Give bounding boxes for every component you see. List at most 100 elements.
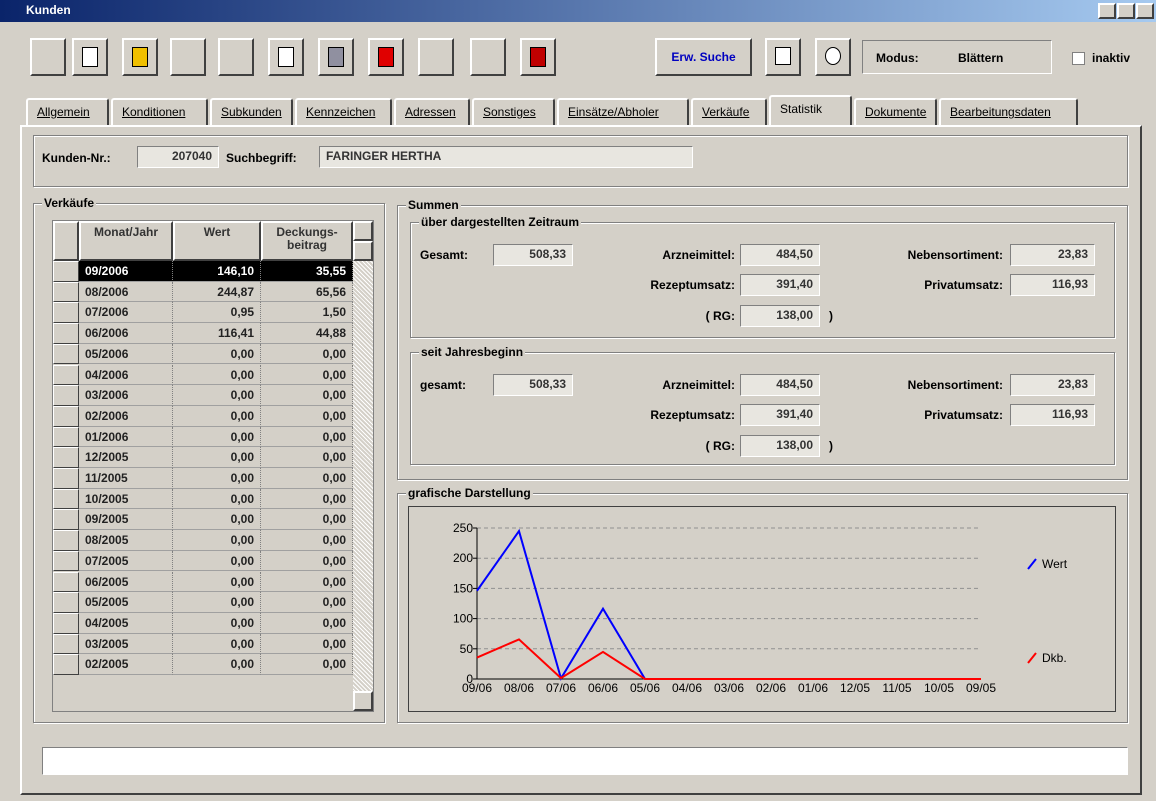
group-title: seit Jahresbeginn [419, 345, 526, 359]
group-title: über dargestellten Zeitraum [419, 215, 582, 229]
y-tick-label: 50 [460, 642, 474, 656]
label: Rezeptumsatz: [650, 408, 735, 422]
table-cell: 0,00 [261, 571, 353, 593]
group-title: Summen [406, 198, 461, 212]
tab-selected[interactable]: Statistik [769, 95, 852, 127]
table-cell: 0,00 [173, 550, 261, 572]
tab[interactable]: Sonstiges [472, 98, 555, 126]
value-field: 23,83 [1010, 244, 1095, 266]
table-cell: 0,00 [173, 530, 261, 551]
toolbar-button[interactable] [122, 38, 158, 76]
x-tick-label: 03/06 [714, 681, 744, 695]
row-indicator [53, 281, 79, 303]
search-button[interactable]: Erw. Suche [655, 38, 752, 76]
x-tick-label: 05/06 [630, 681, 660, 695]
table-cell: 07/2006 [79, 302, 173, 324]
row-indicator [53, 612, 79, 634]
icon [132, 47, 148, 67]
label: Arzneimittel: [662, 248, 735, 262]
toolbar-button[interactable] [470, 38, 506, 76]
scroll-up[interactable] [353, 221, 373, 241]
toolbar-button[interactable] [170, 38, 206, 76]
tab[interactable]: Subkunden [210, 98, 293, 126]
modus-box [862, 40, 1052, 74]
table-cell: 0,00 [261, 488, 353, 510]
row-indicator [53, 654, 79, 675]
scroll-thumb[interactable] [353, 241, 373, 261]
row-indicator [53, 261, 79, 282]
value-field: 391,40 [740, 404, 820, 426]
y-tick-label: 100 [453, 612, 473, 626]
toolbar-button[interactable] [815, 38, 851, 76]
toolbar-button[interactable] [318, 38, 354, 76]
row-indicator [53, 447, 79, 468]
label: Gesamt: [420, 248, 469, 262]
x-tick-label: 07/06 [546, 681, 576, 695]
kunde-group [33, 135, 1128, 187]
table-cell: 06/2005 [79, 571, 173, 593]
scroll-down[interactable] [353, 691, 373, 711]
table-cell: 0,95 [173, 302, 261, 324]
tab[interactable]: Verkäufe [691, 98, 767, 126]
toolbar-button[interactable] [72, 38, 108, 76]
row-indicator [53, 364, 79, 386]
table-cell: 0,00 [261, 447, 353, 468]
table-cell: 03/2006 [79, 385, 173, 406]
row-indicator [53, 571, 79, 593]
table-cell: 01/2006 [79, 426, 173, 448]
tab[interactable]: Adressen [394, 98, 470, 126]
table-cell: 0,00 [173, 612, 261, 634]
table-cell: 116,41 [173, 323, 261, 344]
x-tick-label: 01/06 [798, 681, 828, 695]
scrollbar [353, 221, 373, 711]
kunden-nr-label: Kunden-Nr.: [42, 151, 111, 165]
value-field: 484,50 [740, 374, 820, 396]
maximize-button[interactable] [1117, 3, 1135, 19]
legend-label: Wert [1042, 557, 1068, 571]
toolbar-button[interactable] [368, 38, 404, 76]
y-tick-label: 200 [453, 551, 473, 565]
row-indicator [53, 633, 79, 655]
series-line [476, 638, 981, 680]
minimize-button[interactable] [1098, 3, 1116, 19]
table-cell: 08/2005 [79, 530, 173, 551]
inaktiv-checkbox[interactable] [1072, 52, 1085, 65]
toolbar-button[interactable] [218, 38, 254, 76]
tab[interactable]: Bearbeitungsdaten [939, 98, 1078, 126]
value-field: 138,00 [740, 305, 820, 327]
toolbar-button[interactable] [418, 38, 454, 76]
close-button[interactable] [1136, 3, 1154, 19]
toolbar-button[interactable] [765, 38, 801, 76]
table-cell: 05/2005 [79, 592, 173, 613]
table-cell: 03/2005 [79, 633, 173, 655]
sales-table: Monat/Jahr Wert Deckungs- beitrag 09/2006 14… [52, 220, 374, 712]
label: Nebensortiment: [907, 248, 1003, 262]
table-cell: 0,00 [173, 468, 261, 489]
label: ( RG: [705, 439, 735, 453]
toolbar-button[interactable] [268, 38, 304, 76]
x-tick-label: 12/05 [840, 681, 870, 695]
table-cell: 0,00 [261, 530, 353, 551]
table-cell: 0,00 [261, 633, 353, 655]
table-cell: 0,00 [261, 364, 353, 386]
value-field: 391,40 [740, 274, 820, 296]
table-cell: 146,10 [173, 261, 261, 282]
tab[interactable]: Allgemein [26, 98, 109, 126]
tab[interactable]: Kennzeichen [295, 98, 392, 126]
tab[interactable]: Dokumente [854, 98, 937, 126]
table-cell: 04/2006 [79, 364, 173, 386]
table-cell: 0,00 [173, 343, 261, 365]
toolbar-button[interactable] [30, 38, 66, 76]
icon [530, 47, 546, 67]
table-cell: 0,00 [173, 633, 261, 655]
label: Nebensortiment: [907, 378, 1003, 392]
table-cell: 0,00 [261, 612, 353, 634]
table-cell: 0,00 [261, 343, 353, 365]
toolbar-button[interactable] [520, 38, 556, 76]
tab[interactable]: Einsätze/Abholer [557, 98, 689, 126]
row-indicator [53, 426, 79, 448]
sum-group: über dargestellten Zeitraum [410, 215, 1115, 338]
tab[interactable]: Konditionen [111, 98, 208, 126]
row-indicator [53, 323, 79, 344]
